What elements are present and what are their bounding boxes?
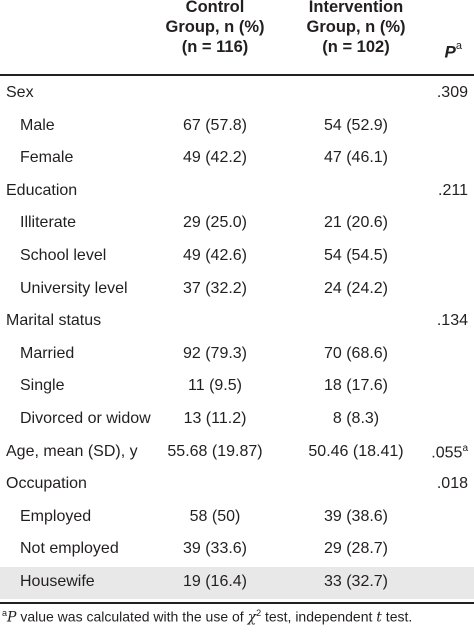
footnote-marker: a: [2, 608, 8, 618]
table-footnote: aP value was calculated with the use of …: [2, 608, 412, 626]
intervention-value: 39 (38.6): [323, 507, 389, 525]
footnote-text-c: test.: [381, 608, 413, 625]
p-value: .134: [437, 312, 468, 330]
table-row: Sex .309: [0, 78, 474, 110]
control-value: 49 (42.2): [182, 149, 248, 167]
p-value-text: .309: [436, 84, 468, 101]
intervention-value: 21 (20.6): [323, 214, 389, 232]
table-row: Married 92 (79.3) 70 (68.6): [0, 339, 474, 371]
intervention-value: 47 (46.1): [323, 149, 389, 167]
table-row: Housewife 19 (16.4) 33 (32.7): [0, 567, 474, 599]
row-sublabel: Employed: [20, 507, 92, 525]
row-sublabel: Housewife: [20, 573, 95, 590]
control-header-line-3: (n = 116): [181, 38, 249, 56]
intervention-value: 50.46 (18.41): [308, 442, 404, 460]
p-value-text: .134: [436, 312, 468, 330]
row-sublabel: School level: [20, 247, 107, 264]
row-sublabel: Divorced or widow: [20, 410, 151, 427]
intervention-group-header: Intervention Group, n (%) (n = 102): [286, 0, 426, 57]
intervention-value: 70 (68.6): [323, 344, 389, 362]
row-category-label: Sex: [6, 84, 34, 101]
row-sublabel: Illiterate: [20, 214, 77, 232]
p-value: .018: [437, 475, 468, 493]
p-value-text: .018: [436, 475, 468, 493]
table-row: Divorced or widow 13 (11.2) 8 (8.3): [0, 404, 474, 436]
footnote-chi-superscript: 2: [256, 608, 262, 618]
footnote-chi: χ: [247, 609, 257, 626]
intervention-header-line-3: (n = 102): [322, 38, 390, 56]
control-value: 11 (9.5): [188, 377, 242, 395]
p-value: .055a: [431, 443, 468, 462]
control-value: 92 (79.3): [182, 344, 248, 362]
row-sublabel: Female: [20, 149, 74, 167]
p-value-superscript: a: [462, 442, 468, 454]
control-value: 49 (42.6): [182, 247, 248, 264]
control-header-line-2: Group, n (%): [165, 18, 265, 36]
intervention-value: 54 (52.9): [323, 116, 389, 134]
row-sublabel: Married: [20, 344, 75, 362]
p-value-text: .055: [431, 443, 463, 461]
header-rule: [0, 74, 474, 76]
p-value: .309: [437, 84, 468, 102]
intervention-header-line-1: Intervention: [308, 0, 404, 16]
p-value-text: .211: [438, 181, 468, 199]
row-sublabel: Single: [20, 377, 65, 395]
control-value: 37 (32.2): [182, 279, 248, 297]
control-value: 58 (50): [189, 507, 241, 525]
footnote-t: t: [376, 609, 382, 626]
footnote-text-b: test, independent: [261, 608, 377, 625]
table-row: Single 11 (9.5) 18 (17.6): [0, 371, 474, 403]
table-header: Control Group, n (%) (n = 116) Intervent…: [0, 0, 474, 74]
table-row: Male 67 (57.8) 54 (52.9): [0, 111, 474, 143]
intervention-value: 54 (54.5): [323, 247, 389, 264]
intervention-value: 33 (32.7): [323, 573, 389, 590]
control-value: 55.68 (19.87): [167, 442, 263, 460]
table-row: School level 49 (42.6) 54 (54.5): [0, 241, 474, 273]
p-header-superscript: a: [455, 40, 462, 52]
table-row: Occupation .018: [0, 469, 474, 501]
p-value-header: Pa: [444, 40, 462, 63]
intervention-value: 8 (8.3): [332, 410, 380, 427]
control-value: 29 (25.0): [182, 214, 248, 232]
table-row: Female 49 (42.2) 47 (46.1): [0, 143, 474, 175]
control-value: 19 (16.4): [182, 573, 248, 590]
intervention-value: 29 (28.7): [323, 540, 389, 558]
control-value: 67 (57.8): [182, 116, 248, 134]
row-sublabel: University level: [20, 279, 128, 297]
table-row: Illiterate 29 (25.0) 21 (20.6): [0, 208, 474, 240]
table-row: Marital status .134: [0, 306, 474, 338]
p-value: .211: [438, 182, 468, 200]
table-row: Age, mean (SD), y 55.68 (19.87) 50.46 (18.…: [0, 437, 474, 469]
intervention-value: 18 (17.6): [323, 377, 389, 395]
row-category-label: Education: [6, 181, 78, 199]
intervention-header-line-2: Group, n (%): [306, 18, 406, 36]
row-sublabel: Male: [20, 116, 55, 134]
table-row: Not employed 39 (33.6) 29 (28.7): [0, 534, 474, 566]
intervention-value: 24 (24.2): [323, 279, 389, 297]
control-header-line-1: Control: [185, 0, 245, 16]
table-row: University level 37 (32.2) 24 (24.2): [0, 274, 474, 306]
row-sublabel: Not employed: [20, 540, 119, 558]
row-category-label: Marital status: [6, 312, 102, 330]
p-header-label: P: [444, 42, 456, 62]
footnote-p: P: [7, 609, 17, 626]
table-row: Education .211: [0, 176, 474, 208]
table-row: Employed 58 (50) 39 (38.6): [0, 502, 474, 534]
control-value: 39 (33.6): [182, 540, 248, 558]
bottom-rule: [0, 602, 474, 604]
control-value: 13 (11.2): [183, 410, 247, 427]
row-category-label: Occupation: [6, 475, 87, 493]
control-group-header: Control Group, n (%) (n = 116): [150, 0, 280, 57]
row-category-label: Age, mean (SD), y: [6, 442, 138, 460]
footnote-text-a: value was calculated with the use of: [16, 608, 248, 625]
